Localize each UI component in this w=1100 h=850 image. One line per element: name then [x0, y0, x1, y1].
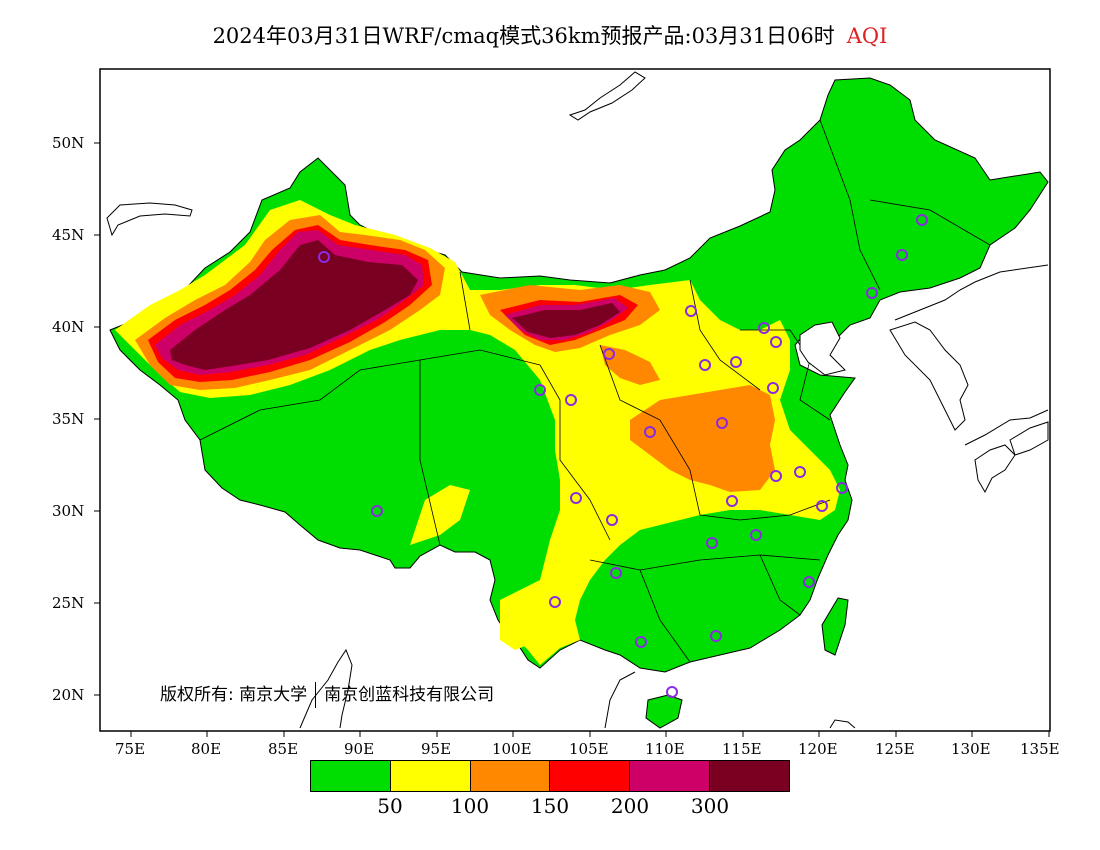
- station-marker: [896, 249, 908, 261]
- station-marker: [644, 426, 656, 438]
- copyright-org2: 南京创蓝科技有限公司: [324, 685, 495, 705]
- lon-label: 115E: [722, 740, 762, 758]
- copyright-separator: [315, 682, 317, 708]
- lon-label: 85E: [268, 740, 299, 758]
- aqi-zone-orange-shaanxi: [600, 345, 660, 385]
- aqi-zone-orange-central: [630, 385, 775, 492]
- station-marker: [685, 305, 697, 317]
- lat-label: 35N: [52, 410, 85, 428]
- station-marker: [610, 567, 622, 579]
- lon-label: 100E: [492, 740, 532, 758]
- station-marker: [770, 336, 782, 348]
- aqi-zone-darkred-gansu: [512, 303, 620, 338]
- station-marker: [916, 214, 928, 226]
- station-marker: [699, 359, 711, 371]
- bohai-sea: [799, 321, 846, 376]
- station-markers: [318, 214, 928, 698]
- legend-label: 150: [530, 794, 570, 818]
- lon-label: 110E: [645, 740, 685, 758]
- lon-label: 135E: [1020, 740, 1060, 758]
- station-marker: [635, 636, 647, 648]
- lon-label: 120E: [798, 740, 838, 758]
- lon-label: 90E: [344, 740, 375, 758]
- station-marker: [666, 686, 678, 698]
- copyright-owner: 版权所有:: [160, 685, 234, 705]
- station-marker: [603, 348, 615, 360]
- station-marker: [866, 287, 878, 299]
- station-marker: [318, 251, 330, 263]
- aqi-zone-darkred-xinjiang: [170, 240, 418, 370]
- station-marker: [803, 576, 815, 588]
- lat-label: 40N: [52, 318, 85, 336]
- legend-swatch-100-150: [470, 761, 551, 791]
- aqi-zone-yellow-yunnan: [500, 600, 560, 650]
- station-marker: [794, 466, 806, 478]
- aqi-legend: [310, 760, 790, 792]
- legend-swatch-50-100: [390, 761, 471, 791]
- station-marker: [726, 495, 738, 507]
- legend-label: 50: [377, 794, 403, 818]
- station-marker: [750, 529, 762, 541]
- province-boundaries: [199, 119, 991, 663]
- station-marker: [816, 500, 828, 512]
- station-marker: [565, 394, 577, 406]
- station-marker: [836, 482, 848, 494]
- lat-label: 20N: [52, 686, 85, 704]
- station-marker: [767, 382, 779, 394]
- legend-swatch-150-200: [550, 761, 631, 791]
- station-marker: [549, 596, 561, 608]
- copyright-note: 版权所有: 南京大学 南京创蓝科技有限公司: [160, 680, 494, 708]
- lon-label: 95E: [421, 740, 452, 758]
- station-marker: [606, 514, 618, 526]
- station-marker: [534, 384, 546, 396]
- lon-label: 105E: [569, 740, 609, 758]
- station-marker: [716, 417, 728, 429]
- lon-label: 75E: [115, 740, 146, 758]
- title-variable: AQI: [846, 24, 888, 48]
- lat-label: 25N: [52, 594, 85, 612]
- lat-label: 45N: [52, 226, 85, 244]
- legend-swatch-200-300: [630, 761, 711, 791]
- station-marker: [730, 356, 742, 368]
- map-title: 2024年03月31日WRF/cmaq模式36km预报产品:03月31日06时 A…: [0, 20, 1100, 50]
- lat-label: 50N: [52, 134, 85, 152]
- lat-label: 30N: [52, 502, 85, 520]
- legend-swatch-0-50: [311, 761, 391, 791]
- lon-label: 80E: [191, 740, 222, 758]
- axis-ticks: [94, 142, 1050, 737]
- station-marker: [758, 322, 770, 334]
- station-marker: [570, 492, 582, 504]
- station-marker: [706, 537, 718, 549]
- legend-label: 100: [450, 794, 490, 818]
- title-main: 2024年03月31日WRF/cmaq模式36km预报产品:03月31日06时: [212, 24, 835, 48]
- legend-label: 200: [610, 794, 650, 818]
- neighboring-coastlines: [106, 71, 1049, 729]
- lon-label: 130E: [951, 740, 991, 758]
- station-marker: [371, 505, 383, 517]
- copyright-org1: 南京大学: [239, 685, 308, 705]
- aqi-zone-yellow-tibet: [410, 485, 470, 545]
- legend-labels: 50 100 150 200 300: [0, 794, 1100, 822]
- legend-swatch-300-plus: [710, 761, 789, 791]
- taiwan-island: [821, 597, 849, 656]
- lon-label: 125E: [875, 740, 915, 758]
- legend-label: 300: [690, 794, 730, 818]
- station-marker: [710, 630, 722, 642]
- station-marker: [770, 470, 782, 482]
